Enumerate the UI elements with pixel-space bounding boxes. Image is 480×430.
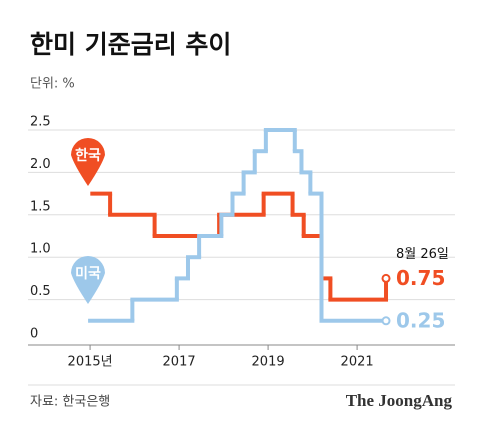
y-tick-label: 0.5 (30, 284, 51, 299)
legend-label: 미국 (75, 266, 101, 282)
x-tick-label: 2021 (341, 355, 374, 370)
end-dot (381, 273, 391, 283)
annotation: 8월 26일 (396, 247, 449, 262)
end-label: 0.25 (396, 308, 445, 332)
end-dot (381, 316, 391, 326)
y-tick-label: 1.0 (30, 242, 51, 257)
y-tick-label: 2.0 (30, 157, 51, 172)
legend-pin (71, 256, 105, 304)
x-tick-label: 2019 (252, 355, 285, 370)
legend-label: 한국 (75, 148, 101, 164)
legend-pin (71, 138, 105, 186)
brand: The JoongAng (346, 391, 453, 410)
y-tick-label: 0 (30, 327, 38, 342)
y-tick-label: 2.5 (30, 115, 51, 130)
x-tick-label: 2015년 (68, 355, 113, 370)
end-label: 0.75 (396, 266, 445, 290)
chart-title: 한미 기준금리 추이 (30, 30, 231, 59)
x-tick-label: 2017 (163, 355, 196, 370)
y-tick-label: 1.5 (30, 199, 51, 214)
source: 자료: 한국은행 (30, 394, 110, 410)
subtitle: 단위: % (30, 77, 75, 92)
